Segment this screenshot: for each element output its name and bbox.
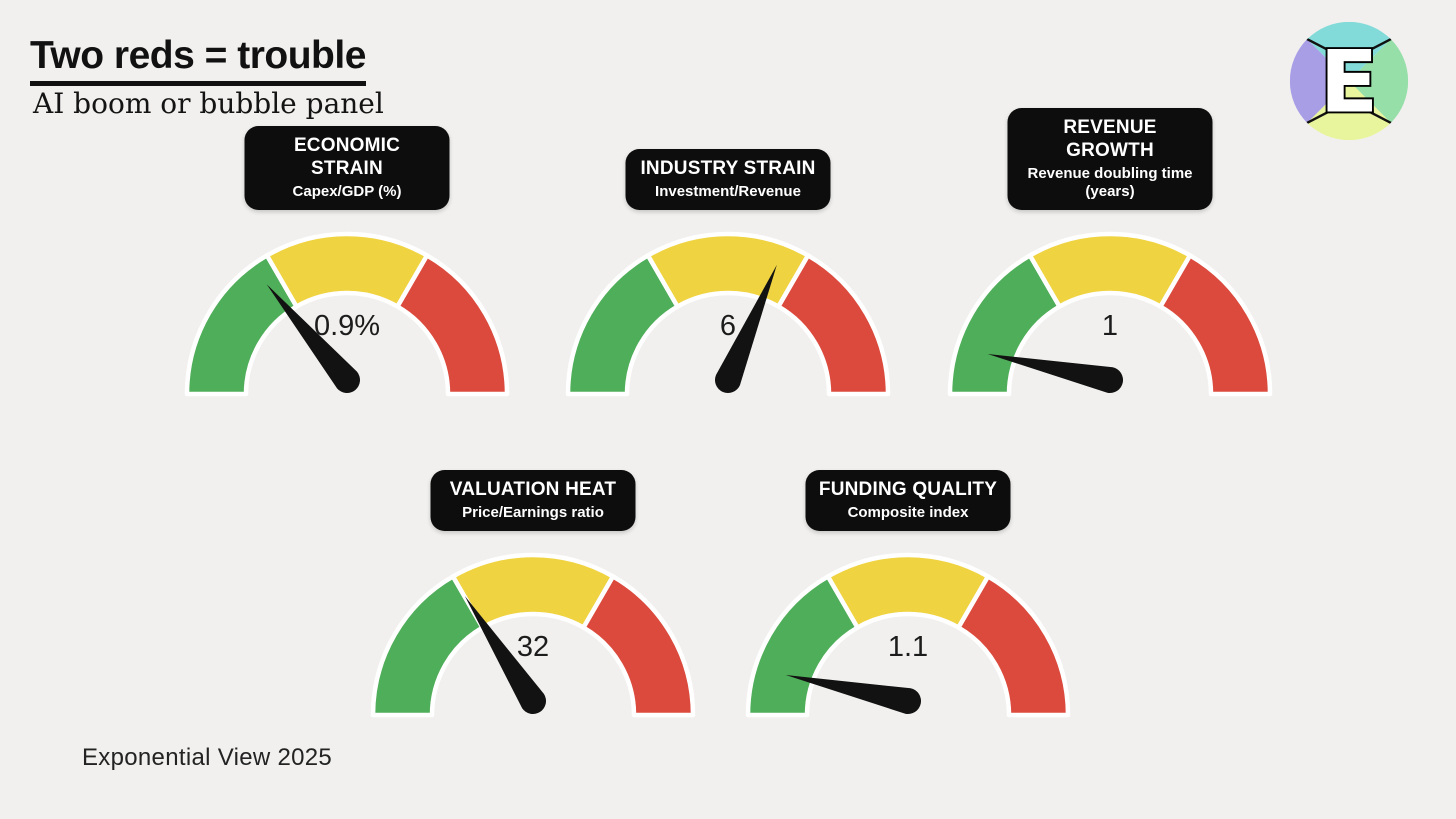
gauge-viz: 1.1	[738, 549, 1078, 721]
gauge-value: 32	[516, 631, 550, 663]
gauge-card-industry-strain: INDUSTRY STRAIN Investment/Revenue 6	[558, 135, 898, 400]
logo-quadrant-bottom	[1289, 81, 1409, 141]
gauge-needle	[464, 596, 546, 714]
gauge-subtitle: Revenue doubling time (years)	[1027, 165, 1193, 200]
gauge-subtitle: Capex/GDP (%)	[292, 183, 402, 200]
gauge-zone-red	[1158, 253, 1273, 397]
gauge-zone-red	[395, 253, 510, 397]
gauge-title: FUNDING QUALITY	[818, 479, 998, 501]
gauge-value: 0.9%	[313, 310, 381, 342]
gauge-needle	[987, 354, 1123, 393]
gauge-arc	[565, 231, 891, 397]
gauge-zone-red	[581, 574, 696, 718]
page-title: Two reds = trouble	[30, 34, 366, 86]
gauge-viz: 1	[940, 228, 1280, 400]
gauge-needle	[785, 675, 921, 714]
gauge-label-box: INDUSTRY STRAIN Investment/Revenue	[625, 149, 831, 210]
gauge-title: INDUSTRY STRAIN	[640, 158, 816, 180]
gauge-title: VALUATION HEAT	[449, 479, 617, 501]
source-credit: Exponential View 2025	[82, 744, 333, 771]
gauge-zone-red	[776, 253, 891, 397]
gauge-card-economic-strain: ECONOMIC STRAIN Capex/GDP (%) 0.9%	[177, 126, 517, 400]
gauge-viz: 32	[363, 549, 703, 721]
gauge-subtitle: Price/Earnings ratio	[462, 504, 604, 521]
exponential-view-logo-icon: E	[1289, 21, 1409, 141]
gauge-card-revenue-growth: REVENUE GROWTH Revenue doubling time (ye…	[940, 108, 1280, 400]
gauge-viz: 6	[558, 228, 898, 400]
logo-quadrants	[1289, 21, 1409, 141]
gauge-subtitle: Composite index	[847, 504, 969, 521]
gauge-title: REVENUE GROWTH	[1063, 117, 1157, 162]
logo-quadrant-top	[1289, 21, 1409, 81]
gauge-label-box: REVENUE GROWTH Revenue doubling time (ye…	[1007, 108, 1213, 210]
gauge-label-box: FUNDING QUALITY Composite index	[805, 470, 1011, 531]
gauge-label-box: VALUATION HEAT Price/Earnings ratio	[430, 470, 636, 531]
gauge-arc	[184, 231, 510, 397]
gauge-subtitle: Investment/Revenue	[655, 183, 801, 200]
logo-quadrant-left	[1289, 21, 1349, 141]
gauge-card-valuation-heat: VALUATION HEAT Price/Earnings ratio 32	[363, 456, 703, 721]
gauge-value: 1.1	[887, 631, 929, 663]
gauge-arc	[745, 552, 1071, 718]
gauge-label-box: ECONOMIC STRAIN Capex/GDP (%)	[244, 126, 450, 210]
gauge-viz: 0.9%	[177, 228, 517, 400]
gauge-value: 1	[1101, 310, 1119, 342]
gauge-zone-red	[956, 574, 1071, 718]
logo-letter: E	[1320, 33, 1379, 133]
gauge-arc	[370, 552, 696, 718]
gauge-arc	[947, 231, 1273, 397]
gauge-card-funding-quality: FUNDING QUALITY Composite index 1.1	[738, 456, 1078, 721]
logo-quadrant-right	[1349, 21, 1409, 141]
gauge-needle	[715, 264, 777, 393]
page-subtitle: AI boom or bubble panel	[33, 87, 384, 120]
gauge-needle	[266, 284, 360, 393]
gauge-title: ECONOMIC STRAIN	[293, 135, 401, 180]
gauge-value: 6	[719, 310, 737, 342]
